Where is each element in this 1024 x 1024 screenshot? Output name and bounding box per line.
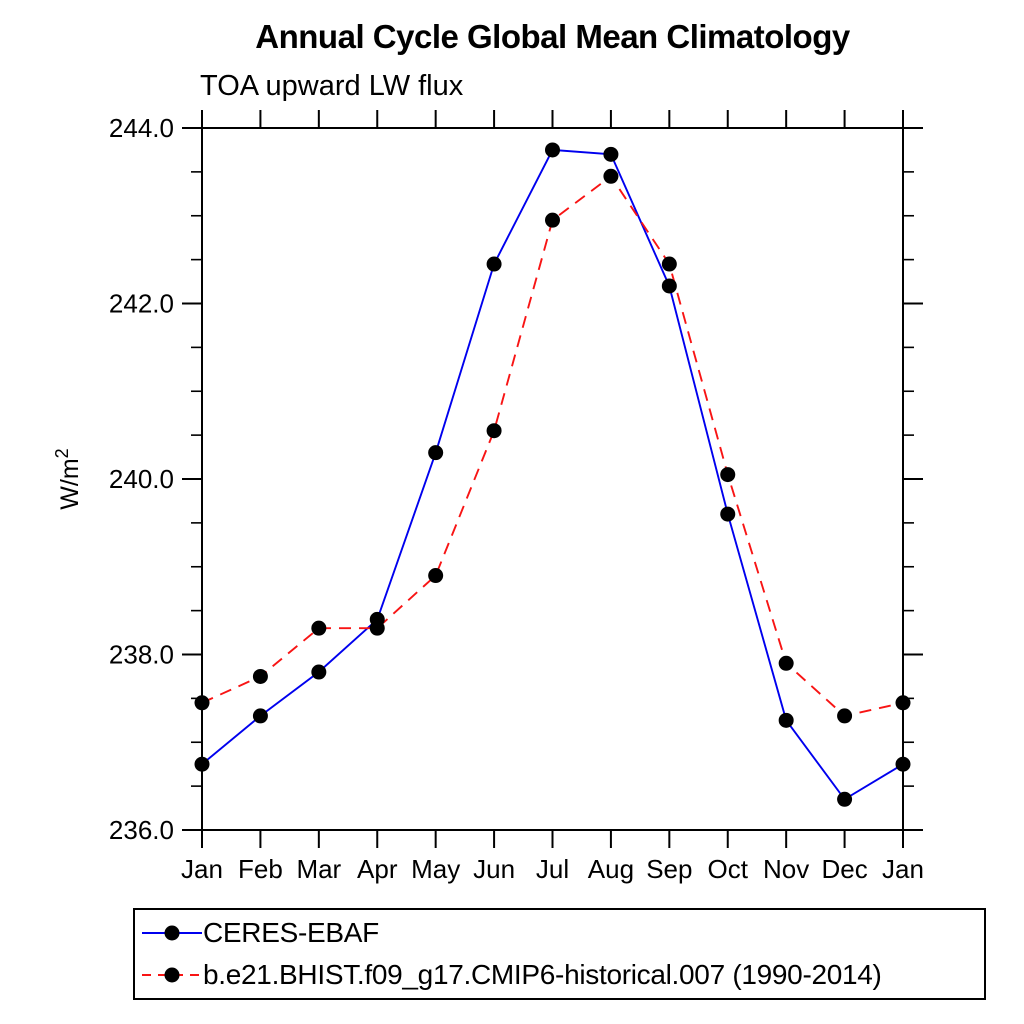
data-point-marker-ceres [895,756,911,772]
x-axis-tick-label: Apr [357,854,398,884]
data-point-marker-model [252,668,268,684]
x-axis-tick-label: Sep [646,854,692,884]
x-axis-tick-label: Jun [473,854,515,884]
x-axis-tick-label: Jul [536,854,569,884]
data-point-marker-ceres [720,506,736,522]
data-point-marker-model [895,695,911,711]
chart-title: Annual Cycle Global Mean Climatology [255,18,850,55]
data-point-marker-model [778,655,794,671]
data-point-marker-ceres [778,712,794,728]
x-axis-tick-label: Dec [821,854,867,884]
legend-line-sample-dashed [142,967,202,983]
data-point-marker-ceres [837,791,853,807]
data-point-marker-ceres [252,708,268,724]
y-axis-tick-label: 240.0 [109,464,174,494]
y-axis-tick-label: 238.0 [109,640,174,670]
x-axis-tick-label: Feb [238,854,283,884]
y-axis-tick-label: 244.0 [109,113,174,143]
data-point-marker-model [428,568,444,584]
legend-label-model: b.e21.BHIST.f09_g17.CMIP6-historical.007… [203,959,882,990]
data-point-marker-model [837,708,853,724]
chart-subtitle: TOA upward LW flux [200,70,464,102]
legend-label-ceres: CERES-EBAF [203,917,379,948]
data-point-marker-ceres [486,256,502,272]
data-point-marker-ceres [603,146,619,162]
data-point-marker-ceres [545,142,560,158]
legend-entry-model: b.e21.BHIST.f09_g17.CMIP6-historical.007… [141,956,984,994]
data-point-marker-ceres [661,278,677,294]
data-point-marker-ceres [428,445,444,461]
x-axis-tick-label: Nov [763,854,809,884]
y-axis-title: W/m2 [52,448,84,509]
data-point-marker-model [311,620,327,636]
legend-entry-ceres: CERES-EBAF [141,914,984,952]
x-axis-tick-label: Jan [882,854,924,884]
data-point-marker-model [720,467,736,483]
data-point-marker-ceres [311,664,327,680]
y-axis-tick-label: 242.0 [109,289,174,319]
legend-box: CERES-EBAF b.e21.BHIST.f09_g17.CMIP6-his… [133,908,986,1000]
data-point-marker-model [545,212,560,228]
legend-line-sample-solid [142,925,202,941]
plot-frame [201,127,904,831]
y-axis-tick-label: 236.0 [109,815,174,845]
data-point-marker-model [661,256,677,272]
data-point-marker-model [369,620,385,636]
data-point-marker-model [194,695,210,711]
series-line-model [201,174,904,717]
x-axis-tick-label: Oct [708,854,749,884]
x-axis-tick-label: May [411,854,460,884]
x-axis-tick-label: Mar [296,854,341,884]
data-point-marker-model [603,168,619,184]
series-line-ceres [201,148,904,801]
data-point-marker-ceres [194,756,210,772]
x-axis-tick-label: Aug [588,854,634,884]
x-axis-tick-label: Jan [181,854,223,884]
data-point-marker-model [486,423,502,439]
